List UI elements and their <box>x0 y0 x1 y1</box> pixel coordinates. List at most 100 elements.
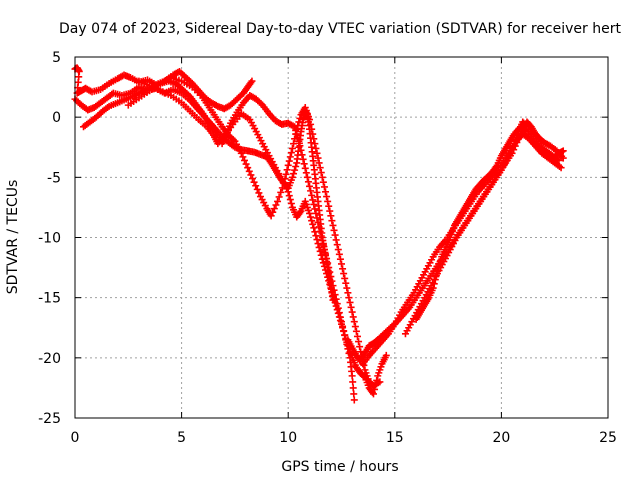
data-point <box>308 217 316 225</box>
data-point <box>318 255 326 263</box>
data-point <box>322 266 330 274</box>
data-point <box>306 182 314 190</box>
data-point <box>492 163 500 171</box>
data-point <box>242 160 250 168</box>
data-point <box>309 130 317 138</box>
x-axis-label: GPS time / hours <box>281 459 398 475</box>
data-point <box>312 144 320 152</box>
data-point <box>316 247 324 255</box>
data-point <box>247 79 255 87</box>
data-point <box>313 149 321 157</box>
data-point <box>295 118 303 126</box>
data-point <box>338 320 345 328</box>
data-point <box>302 169 310 177</box>
data-point <box>349 378 357 386</box>
data-point <box>346 298 354 306</box>
data-point <box>294 122 302 130</box>
data-point <box>437 256 445 264</box>
data-point <box>304 178 312 186</box>
data-point <box>290 140 298 148</box>
data-point <box>338 260 345 268</box>
data-point <box>319 259 327 267</box>
data-point <box>288 144 296 152</box>
data-point <box>288 173 296 181</box>
data-point <box>345 294 353 302</box>
data-point <box>311 205 319 213</box>
data-point <box>310 135 318 143</box>
y-tick-label: -5 <box>47 170 61 186</box>
data-point <box>307 187 315 195</box>
data-points <box>71 64 567 404</box>
data-point <box>330 226 338 234</box>
data-point <box>314 218 322 226</box>
data-point <box>333 241 341 249</box>
data-point <box>350 396 358 404</box>
y-tick-label: -20 <box>38 351 61 367</box>
data-point <box>314 240 322 248</box>
data-point <box>240 156 248 164</box>
data-point <box>314 154 322 162</box>
data-point <box>286 196 294 204</box>
data-point <box>509 143 517 151</box>
data-point <box>351 323 359 331</box>
data-point <box>323 193 331 201</box>
data-point <box>349 384 357 392</box>
data-point <box>283 166 291 174</box>
data-point <box>312 209 320 217</box>
data-point <box>333 306 341 314</box>
x-tick-label: 5 <box>177 430 186 446</box>
data-point <box>329 291 337 299</box>
data-point <box>284 188 292 196</box>
data-point <box>315 159 323 167</box>
data-point <box>313 214 321 222</box>
data-point <box>559 147 567 155</box>
data-point <box>244 164 252 172</box>
data-point <box>372 381 380 389</box>
data-point <box>284 161 292 169</box>
data-point <box>326 207 334 215</box>
data-point <box>369 390 377 398</box>
data-point <box>306 116 314 124</box>
data-point <box>328 288 336 296</box>
data-point <box>350 390 358 398</box>
data-point <box>281 175 289 183</box>
data-point <box>356 343 364 351</box>
data-point <box>430 280 438 288</box>
data-point <box>555 156 563 164</box>
data-point <box>326 268 334 276</box>
data-point <box>247 171 255 179</box>
data-point <box>292 163 300 171</box>
data-point <box>322 188 330 196</box>
data-point <box>360 372 368 380</box>
data-point <box>253 185 261 193</box>
data-point <box>317 169 325 177</box>
data-point <box>292 130 300 138</box>
data-point <box>335 313 343 321</box>
data-point <box>322 250 330 258</box>
data-point <box>269 208 277 216</box>
data-point <box>316 164 324 172</box>
data-point <box>433 267 441 275</box>
data-point <box>318 237 326 245</box>
data-point <box>248 77 256 85</box>
data-point <box>294 134 302 142</box>
data-point <box>313 236 321 244</box>
data-point <box>301 164 309 172</box>
data-point <box>310 224 318 232</box>
data-point <box>272 201 280 209</box>
data-point <box>325 202 333 210</box>
data-point <box>312 232 320 240</box>
data-point <box>348 308 356 316</box>
data-point <box>250 178 258 186</box>
x-tick-label: 0 <box>71 430 80 446</box>
data-point <box>343 284 351 292</box>
data-point <box>310 200 318 208</box>
data-point <box>429 284 437 292</box>
data-point <box>371 385 379 393</box>
data-point <box>255 189 263 197</box>
data-point <box>339 324 347 332</box>
data-point <box>296 114 304 122</box>
data-point <box>318 173 326 181</box>
data-point <box>336 317 344 325</box>
